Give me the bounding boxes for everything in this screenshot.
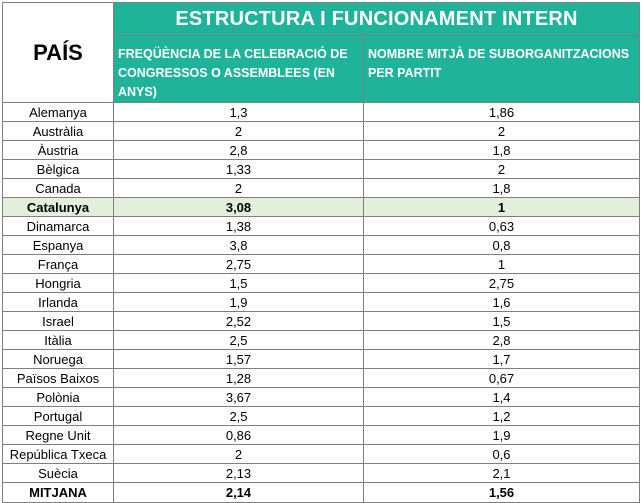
table-row: Hongria 1,5 2,75 (2, 273, 640, 293)
table-row: França 2,75 1 (2, 254, 640, 274)
country-cell: Suècia (2, 463, 114, 483)
suborganizations-cell: 2,8 (363, 330, 640, 350)
frequency-cell: 1,3 (113, 102, 364, 122)
frequency-cell: 3,08 (113, 197, 364, 217)
country-cell: Àustria (2, 140, 114, 160)
suborganizations-cell: 1,5 (363, 311, 640, 331)
frequency-cell: 2 (113, 121, 364, 141)
suborganizations-cell: 1,4 (363, 387, 640, 407)
suborganizations-cell: 1,8 (363, 178, 640, 198)
table-row: Regne Unit 0,86 1,9 (2, 425, 640, 445)
suborganizations-cell: 1 (363, 254, 640, 274)
country-cell: República Txeca (2, 444, 114, 464)
suborganizations-cell: 2,1 (363, 463, 640, 483)
country-cell: Regne Unit (2, 425, 114, 445)
country-header: PAÍS (2, 2, 114, 103)
country-cell: Portugal (2, 406, 114, 426)
country-cell: Itàlia (2, 330, 114, 350)
table-row: Polònia 3,67 1,4 (2, 387, 640, 407)
average-suborganizations: 1,56 (363, 482, 640, 503)
frequency-cell: 2,8 (113, 140, 364, 160)
group-header: ESTRUCTURA I FUNCIONAMENT INTERN (113, 2, 640, 36)
table-row: Israel 2,52 1,5 (2, 311, 640, 331)
header-row-sub: FREQÜÈNCIA DE LA CELEBRACIÓ DE CONGRESSO… (3, 35, 640, 103)
suborganizations-cell: 0,67 (363, 368, 640, 388)
frequency-cell: 2,5 (113, 406, 364, 426)
suborganizations-cell: 0,8 (363, 235, 640, 255)
frequency-cell: 2 (113, 444, 364, 464)
frequency-column-header: FREQÜÈNCIA DE LA CELEBRACIÓ DE CONGRESSO… (113, 35, 364, 103)
frequency-cell: 1,9 (113, 292, 364, 312)
country-cell: Catalunya (2, 197, 114, 217)
country-cell: Polònia (2, 387, 114, 407)
frequency-cell: 1,28 (113, 368, 364, 388)
frequency-cell: 2,52 (113, 311, 364, 331)
suborganizations-column-header: NOMBRE MITJÀ DE SUBORGANITZACIONS PER PA… (363, 35, 640, 103)
frequency-cell: 2,13 (113, 463, 364, 483)
country-cell: Canada (2, 178, 114, 198)
average-row: MITJANA 2,14 1,56 (2, 482, 640, 503)
table-body: Alemanya 1,3 1,86 Austràlia 2 2 Àustria 2,8 1,8 B… (2, 102, 640, 483)
table-row: Canada 2 1,8 (2, 178, 640, 198)
country-cell: Noruega (2, 349, 114, 369)
country-cell: Espanya (2, 235, 114, 255)
table-row: República Txeca 2 0,6 (2, 444, 640, 464)
table-row: Itàlia 2,5 2,8 (2, 330, 640, 350)
table-row: Austràlia 2 2 (2, 121, 640, 141)
table-row: Alemanya 1,3 1,86 (2, 102, 640, 122)
table-row: Bèlgica 1,33 2 (2, 159, 640, 179)
country-cell: Austràlia (2, 121, 114, 141)
table-row: Espanya 3,8 0,8 (2, 235, 640, 255)
table-row: Portugal 2,5 1,2 (2, 406, 640, 426)
suborganizations-cell: 1,9 (363, 425, 640, 445)
average-frequency: 2,14 (113, 482, 364, 503)
table-row: Dinamarca 1,38 0,63 (2, 216, 640, 236)
suborganizations-cell: 0,63 (363, 216, 640, 236)
suborganizations-cell: 1,6 (363, 292, 640, 312)
suborganizations-cell: 1,7 (363, 349, 640, 369)
frequency-cell: 3,8 (113, 235, 364, 255)
table-row: Noruega 1,57 1,7 (2, 349, 640, 369)
country-cell: Irlanda (2, 292, 114, 312)
country-cell: Alemanya (2, 102, 114, 122)
suborganizations-cell: 2 (363, 121, 640, 141)
frequency-cell: 1,57 (113, 349, 364, 369)
table-row: Àustria 2,8 1,8 (2, 140, 640, 160)
country-cell: Israel (2, 311, 114, 331)
frequency-cell: 2,5 (113, 330, 364, 350)
country-cell: Hongria (2, 273, 114, 293)
country-cell: França (2, 254, 114, 274)
header-row-top: PAÍS ESTRUCTURA I FUNCIONAMENT INTERN (2, 2, 640, 103)
suborganizations-cell: 1,8 (363, 140, 640, 160)
suborganizations-cell: 1,86 (363, 102, 640, 122)
suborganizations-cell: 1,2 (363, 406, 640, 426)
frequency-cell: 3,67 (113, 387, 364, 407)
table-row: Suècia 2,13 2,1 (2, 463, 640, 483)
country-cell: Bèlgica (2, 159, 114, 179)
country-cell: Dinamarca (2, 216, 114, 236)
suborganizations-cell: 2 (363, 159, 640, 179)
country-cell: Països Baixos (2, 368, 114, 388)
table-row: Països Baixos 1,28 0,67 (2, 368, 640, 388)
frequency-cell: 1,38 (113, 216, 364, 236)
table-row: Irlanda 1,9 1,6 (2, 292, 640, 312)
table-row: Catalunya 3,08 1 (2, 197, 640, 217)
frequency-cell: 2,75 (113, 254, 364, 274)
suborganizations-cell: 2,75 (363, 273, 640, 293)
suborganizations-cell: 1 (363, 197, 640, 217)
frequency-cell: 1,5 (113, 273, 364, 293)
frequency-cell: 0,86 (113, 425, 364, 445)
frequency-cell: 1,33 (113, 159, 364, 179)
average-label: MITJANA (2, 482, 114, 503)
suborganizations-cell: 0,6 (363, 444, 640, 464)
frequency-cell: 2 (113, 178, 364, 198)
